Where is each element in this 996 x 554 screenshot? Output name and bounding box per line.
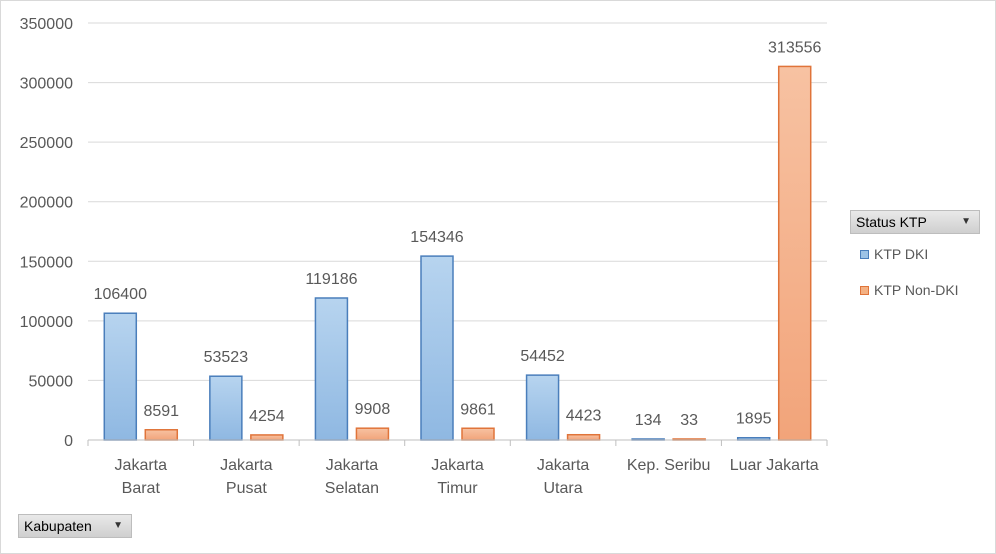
bar-ktp-dki [209,375,243,441]
data-label: 53523 [204,349,249,366]
x-tick-label-jakarta-utara: Jakarta Utara [537,457,590,497]
y-tick-label: 100000 [20,314,73,331]
y-tick-label: 300000 [20,76,73,93]
data-label: 4254 [249,408,285,425]
data-label: 33 [680,412,698,429]
bar-ktp-non-dki [777,65,812,441]
data-label: 154346 [410,229,463,246]
bar-ktp-non-dki [461,427,495,441]
legend-swatch-ktp-non-dki [860,286,869,295]
bar-ktp-dki [420,255,454,441]
bar-ktp-non-dki [566,433,601,441]
data-label: 119186 [305,271,357,288]
x-tick-label-kep-seribu: Kep. Seribu [627,457,711,474]
legend-item-ktp-non-dki: KTP Non-DKI [860,281,959,299]
data-label: 106400 [94,286,147,303]
legend-label-ktp-dki: KTP DKI [874,246,929,262]
bar-ktp-non-dki [144,429,179,441]
y-tick-label: 50000 [29,373,74,390]
bar-ktp-dki [314,297,349,441]
dropdown-arrow-icon: ▼ [113,520,123,531]
bar-ktp-non-dki [250,434,284,441]
y-tick-label: 200000 [20,195,73,212]
data-label: 9908 [355,401,391,418]
x-tick-label-jakarta-selatan: Jakarta Selatan [325,457,379,497]
x-tick-label-jakarta-timur: Jakarta Timur [431,457,484,497]
legend-item-ktp-dki: KTP DKI [860,245,928,263]
status-ktp-filter-button[interactable]: Status KTP ▼ [850,210,980,234]
y-tick-label: 250000 [20,135,73,152]
data-label: 9861 [460,401,496,418]
status-ktp-label: Status KTP [856,214,927,230]
data-label: 4423 [566,408,602,425]
legend-label-ktp-non-dki: KTP Non-DKI [874,282,959,298]
x-tick-label-jakarta-pusat: Jakarta Pusat [220,457,273,497]
bar-ktp-dki [525,374,560,441]
legend-swatch-ktp-dki [860,250,869,259]
x-tick-label-jakarta-barat: Jakarta Barat [115,457,168,497]
y-tick-label: 0 [64,433,73,450]
kabupaten-label: Kabupaten [24,518,92,534]
data-label: 8591 [143,403,179,420]
bar-ktp-non-dki [355,427,390,441]
data-label: 54452 [520,348,565,365]
dropdown-arrow-icon: ▼ [961,216,971,227]
data-label: 134 [635,412,662,429]
kabupaten-filter-button[interactable]: Kabupaten ▼ [18,514,132,538]
x-tick-label-luar-jakarta: Luar Jakarta [730,457,819,474]
y-tick-label: 350000 [20,16,73,33]
data-label: 313556 [768,39,821,56]
data-label: 1895 [736,411,772,428]
y-tick-label: 150000 [20,254,73,271]
bar-ktp-dki [103,312,138,441]
